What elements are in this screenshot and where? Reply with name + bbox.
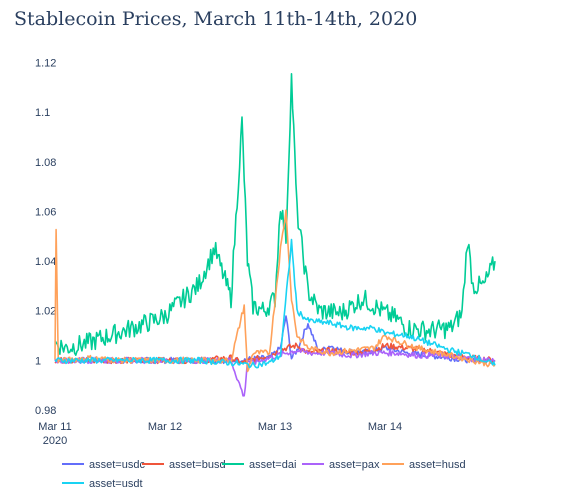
legend-label: asset=usdt (89, 478, 143, 490)
series-line-dai (54, 73, 496, 356)
x-tick-label: Mar 11 (38, 421, 71, 433)
x-tick-label: Mar 14 (368, 421, 402, 433)
y-tick-label: 0.98 (35, 405, 56, 417)
y-tick-label: 1.02 (35, 306, 56, 318)
legend-label: asset=husd (409, 459, 466, 471)
y-tick-label: 1.04 (35, 256, 56, 268)
chart-title: Stablecoin Prices, March 11th-14th, 2020 (14, 8, 418, 30)
legend-label: asset=usdc (89, 459, 145, 471)
x-tick-year-label: 2020 (43, 435, 67, 447)
y-tick-label: 1 (35, 355, 41, 367)
y-tick-label: 1.06 (35, 206, 56, 218)
y-tick-label: 1.12 (35, 57, 56, 69)
legend-label: asset=busd (169, 459, 226, 471)
y-tick-label: 1.08 (35, 157, 56, 169)
legend-label: asset=dai (249, 459, 296, 471)
y-tick-label: 1.1 (35, 107, 50, 119)
x-tick-label: Mar 13 (258, 421, 292, 433)
legend-label: asset=pax (329, 459, 380, 471)
series-line-usdt (54, 238, 496, 369)
x-tick-label: Mar 12 (148, 421, 182, 433)
